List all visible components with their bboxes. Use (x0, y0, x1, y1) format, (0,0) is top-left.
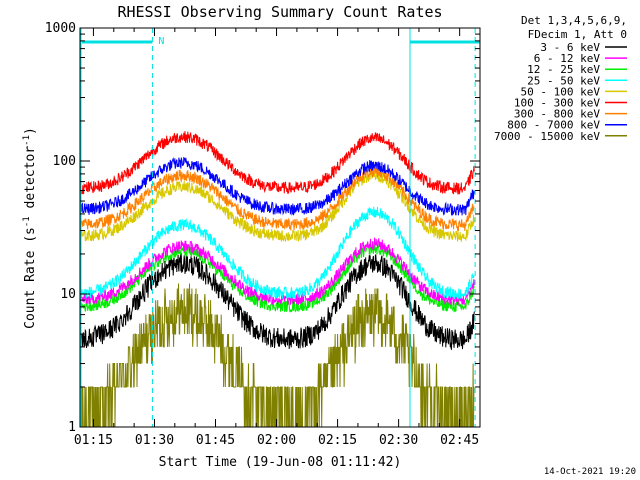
x-axis: 01:15 01:30 01:45 02:00 02:15 02:30 02:45 (74, 28, 479, 448)
series-line (79, 131, 475, 195)
plot-overlays: N (80, 28, 481, 427)
series-line (79, 156, 475, 217)
series-line (79, 243, 475, 313)
y-axis-label-part: ) (23, 127, 38, 135)
x-tick-label: 01:15 (74, 433, 113, 448)
y-tick-label: 10 (60, 287, 76, 302)
legend-label: 12 - 25 keV (527, 63, 600, 76)
x-tick-label: 02:30 (379, 433, 418, 448)
y-tick-label: 1 (68, 420, 76, 435)
night-flag-label: N (158, 36, 164, 47)
series-line (79, 252, 475, 350)
legend-label: 50 - 100 keV (521, 85, 601, 98)
y-axis-label-part: detector (23, 146, 38, 217)
y-axis-label-sup: -1 (22, 135, 32, 146)
series-line (79, 206, 475, 301)
y-axis-label: Count Rate (s-1 detector-1) (22, 127, 38, 329)
legend-label: 25 - 50 keV (527, 74, 600, 87)
plot-frame (79, 27, 481, 428)
x-tick-label: 02:45 (440, 433, 479, 448)
legend-label: 100 - 300 keV (514, 97, 600, 110)
y-tick-label: 1000 (45, 21, 76, 36)
series-line (79, 165, 475, 231)
x-tick-label: 02:15 (318, 433, 357, 448)
y-axis: 1 10 100 1000 (45, 21, 480, 435)
legend-label: 6 - 12 keV (534, 52, 601, 65)
x-axis-label: Start Time (19-Jun-08 01:11:42) (159, 455, 402, 470)
series-line (79, 283, 475, 428)
x-tick-label: 01:45 (196, 433, 235, 448)
plot-series (79, 131, 475, 428)
legend-header: FDecim 1, Att 0 (528, 28, 627, 41)
y-axis-label-part: Count Rate (s (23, 227, 38, 329)
x-tick-label: 01:30 (135, 433, 174, 448)
legend-header: Det 1,3,4,5,6,9, (521, 14, 627, 27)
x-tick-label: 02:00 (257, 433, 296, 448)
y-axis-label-sup: -1 (22, 216, 32, 227)
legend-label: 800 - 7000 keV (507, 119, 600, 132)
timestamp: 14-Oct-2021 19:20 (544, 467, 636, 477)
legend-label: 300 - 800 keV (514, 108, 600, 121)
series-line (79, 169, 475, 242)
legend: Det 1,3,4,5,6,9,FDecim 1, Att 03 - 6 keV… (494, 14, 627, 143)
chart-title: RHESSI Observing Summary Count Rates (117, 3, 442, 21)
y-tick-label: 100 (53, 154, 76, 169)
series-line (79, 237, 475, 306)
legend-label: 7000 - 15000 keV (494, 130, 600, 143)
legend-label: 3 - 6 keV (540, 41, 600, 54)
